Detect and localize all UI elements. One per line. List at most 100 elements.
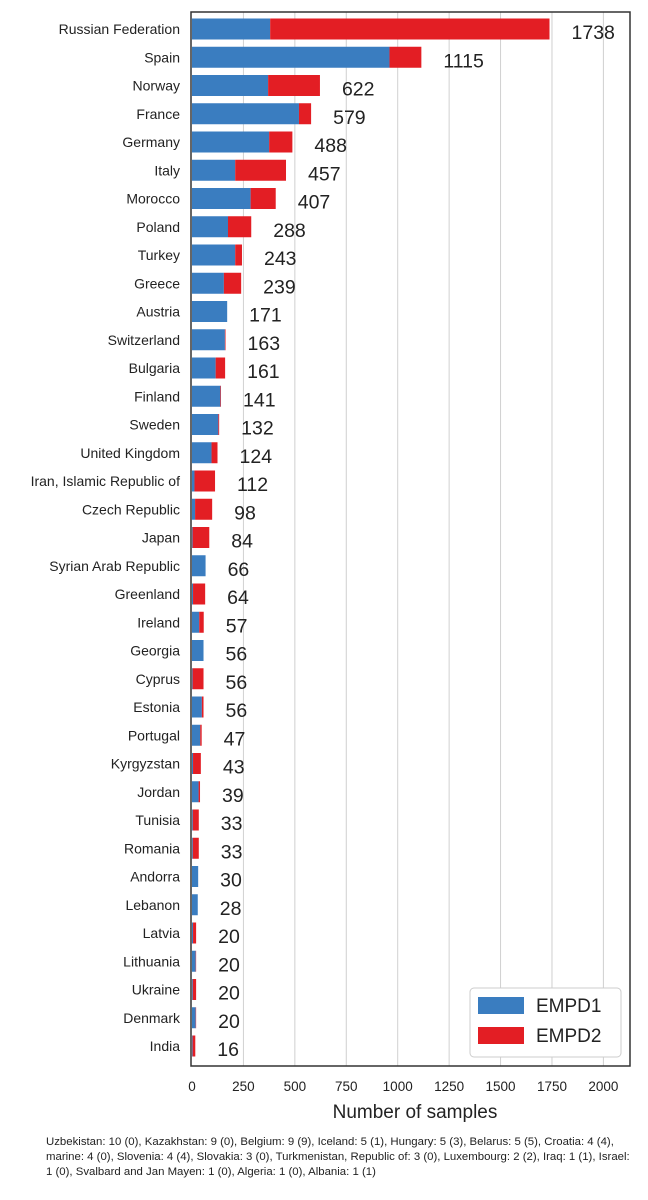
bar-empd2 — [192, 668, 204, 690]
bars — [192, 18, 550, 1057]
category-label: Tunisia — [135, 812, 180, 828]
bar-empd1 — [192, 46, 390, 68]
total-value-label: 56 — [226, 644, 248, 666]
total-labels: 1738 1115 622 579 488 457 407 288 243 239 171 163 16… — [217, 22, 615, 1061]
bar-empd2 — [235, 159, 287, 181]
x-tick-label: 250 — [232, 1079, 255, 1094]
bar-empd2 — [235, 244, 242, 266]
bar-empd2 — [223, 272, 242, 294]
bar-empd2 — [270, 18, 550, 40]
x-tick-label: 1750 — [537, 1079, 567, 1094]
total-value-label: 33 — [221, 813, 243, 835]
category-label: Lithuania — [123, 953, 180, 969]
total-value-label: 16 — [217, 1039, 239, 1061]
category-label: Finland — [134, 388, 180, 404]
total-value-label: 47 — [224, 728, 246, 750]
total-value-label: 457 — [308, 163, 341, 185]
total-value-label: 112 — [237, 474, 268, 496]
bar-empd2 — [194, 470, 216, 492]
bar-empd2 — [200, 724, 202, 746]
category-label: Austria — [136, 304, 180, 320]
category-label: Andorra — [130, 869, 180, 885]
bar-empd1 — [192, 1035, 193, 1057]
bar-empd2 — [389, 46, 422, 68]
legend-label-empd1: EMPD1 — [536, 996, 601, 1017]
total-value-label: 33 — [221, 841, 243, 863]
category-label: Spain — [144, 49, 180, 65]
bar-empd1 — [192, 527, 193, 548]
total-value-label: 98 — [234, 502, 256, 524]
bar-empd1 — [192, 724, 201, 746]
category-label: Greenland — [115, 586, 180, 602]
bar-empd2 — [192, 527, 210, 548]
bar-empd1 — [192, 555, 206, 577]
bar-empd1 — [192, 611, 200, 633]
plot-frame — [190, 11, 631, 1067]
bar-empd2 — [199, 611, 204, 633]
total-value-label: 20 — [218, 983, 240, 1005]
bar-empd2 — [215, 357, 226, 379]
bar-empd1 — [192, 668, 193, 690]
category-label: Denmark — [123, 1010, 181, 1026]
x-axis-ticks: 0 250 500 750 1000 1250 1500 1750 2000 — [188, 1079, 618, 1094]
bar-empd1 — [192, 385, 221, 407]
bar-empd2 — [298, 103, 312, 125]
x-tick-label: 1250 — [434, 1079, 464, 1094]
category-label: Japan — [142, 530, 180, 546]
bar-empd2 — [192, 1035, 196, 1057]
bar-empd2 — [211, 442, 218, 464]
bar-empd1 — [192, 696, 202, 718]
category-label: Lebanon — [125, 897, 180, 913]
x-tick-label: 750 — [335, 1079, 358, 1094]
bar-empd1 — [192, 950, 196, 972]
bar-empd2 — [198, 781, 201, 803]
category-label: Iran, Islamic Republic of — [31, 473, 181, 489]
category-label: Ireland — [137, 614, 180, 630]
bar-empd2 — [224, 329, 226, 351]
total-value-label: 239 — [263, 276, 296, 298]
bar-empd2 — [192, 809, 199, 831]
total-value-label: 288 — [273, 220, 306, 242]
bar-empd1 — [192, 188, 251, 209]
bar-empd1 — [192, 75, 269, 96]
bar-empd1 — [192, 922, 194, 944]
total-value-label: 171 — [249, 305, 282, 327]
stacked-bar-chart: Russian Federation Spain Norway France Germa… — [31, 11, 631, 1123]
bar-empd1 — [192, 1007, 196, 1029]
bar-empd1 — [192, 216, 228, 238]
bar-empd1 — [192, 753, 194, 774]
category-label: Italy — [154, 162, 180, 178]
legend-swatch-empd2 — [478, 1027, 524, 1044]
total-value-label: 30 — [220, 870, 242, 892]
bar-empd1 — [192, 329, 225, 351]
legend: EMPD1 EMPD2 — [469, 987, 622, 1058]
total-value-label: 243 — [264, 248, 297, 270]
x-tick-label: 1000 — [383, 1079, 413, 1094]
total-value-label: 141 — [243, 389, 276, 411]
category-label: Norway — [133, 78, 180, 94]
total-value-label: 132 — [241, 418, 274, 440]
category-label: Bulgaria — [129, 360, 181, 376]
category-label: Portugal — [128, 727, 180, 743]
category-label: Georgia — [130, 643, 180, 659]
footnote-other-countries: Uzbekistan: 10 (0), Kazakhstan: 9 (0), B… — [46, 1136, 630, 1178]
category-label: Germany — [122, 134, 180, 150]
category-labels: Russian Federation Spain Norway France Germa… — [31, 21, 181, 1054]
total-value-label: 124 — [240, 446, 273, 468]
bar-empd1 — [192, 18, 271, 40]
bar-empd1 — [192, 301, 228, 322]
x-tick-label: 0 — [188, 1079, 196, 1094]
total-value-label: 84 — [231, 531, 253, 553]
bar-empd1 — [192, 866, 199, 887]
bar-empd1 — [192, 103, 299, 125]
bar-empd1 — [192, 781, 199, 803]
category-label: Kyrgyzstan — [111, 756, 180, 772]
total-value-label: 1738 — [572, 22, 615, 44]
total-value-label: 66 — [228, 559, 250, 581]
legend-swatch-empd1 — [478, 997, 524, 1014]
bar-empd2 — [192, 979, 197, 1000]
bar-empd2 — [193, 922, 197, 944]
total-value-label: 488 — [314, 135, 347, 157]
total-value-label: 161 — [247, 361, 280, 383]
category-label: Morocco — [126, 191, 180, 207]
